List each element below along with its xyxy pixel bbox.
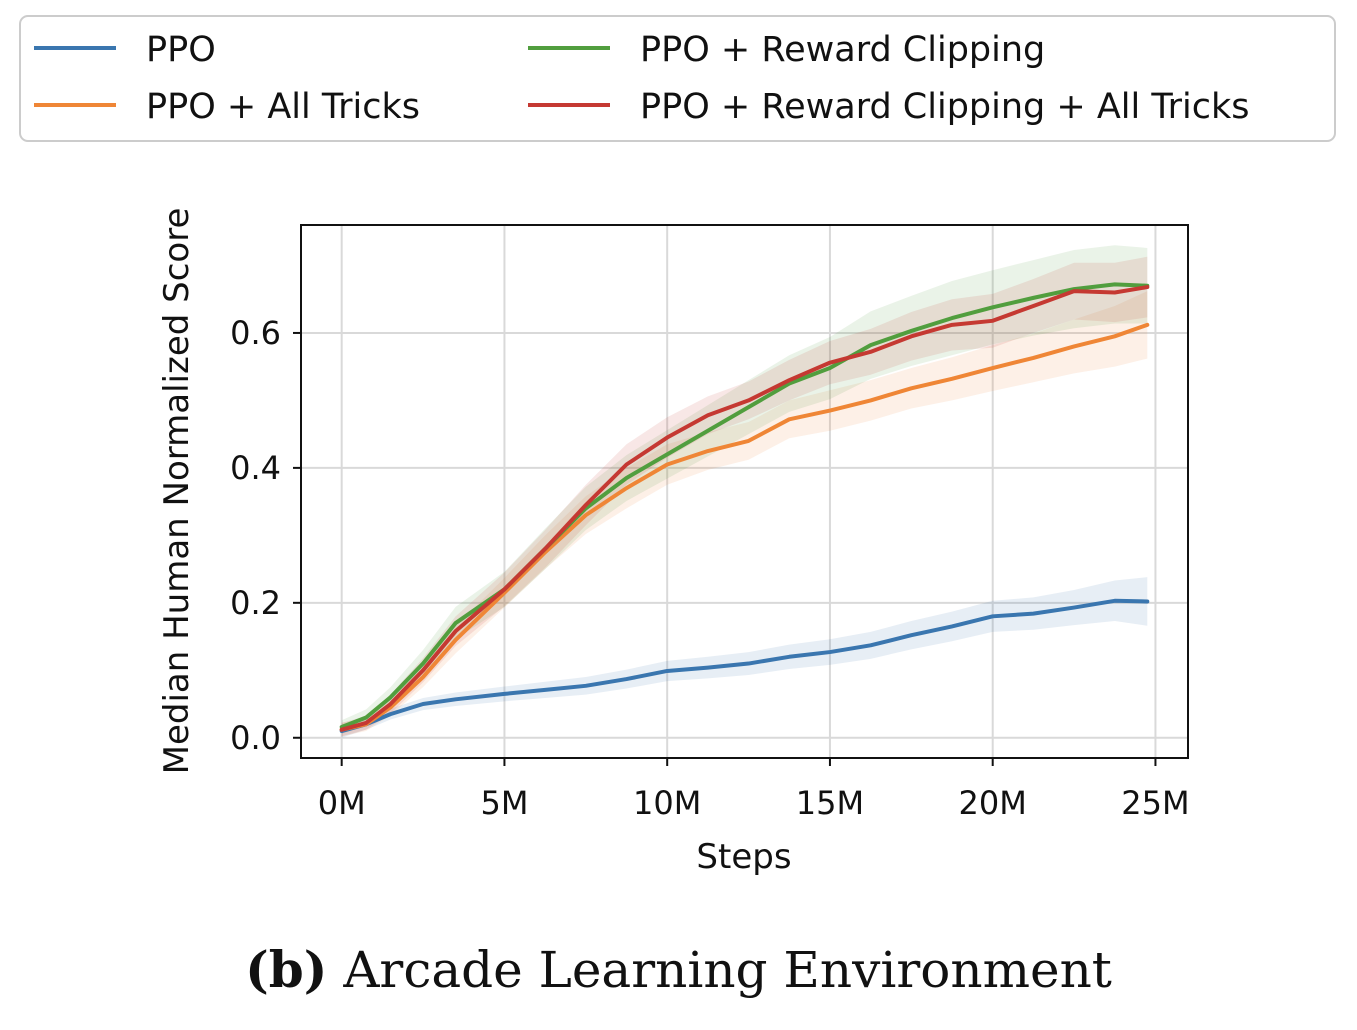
y-axis-label: Median Human Normalized Score (157, 208, 197, 775)
plot-frame (300, 224, 1189, 759)
legend-label: PPO + Reward Clipping + All Tricks (640, 87, 1249, 127)
axis-ticks: 0M 5M 10M 15M 20M 25M 0.0 0.2 0.4 0.6 (230, 314, 1190, 822)
line-series-1 (339, 322, 1150, 732)
line-series-3 (339, 285, 1150, 732)
legend: PPO PPO + All Tricks PPO + Reward Clipping… (19, 15, 1336, 142)
x-tick-label: 25M (1121, 784, 1189, 822)
x-tick-label: 10M (633, 784, 701, 822)
x-axis-label: Steps (696, 837, 791, 877)
y-tick-label: 0.0 (230, 719, 281, 757)
band-series-3 (341, 256, 1148, 737)
legend-label: PPO + All Tricks (146, 87, 420, 127)
legend-frame (19, 15, 1336, 142)
plot-area: 0M 5M 10M 15M 20M 25M 0.0 0.2 0.4 0.6 (230, 224, 1190, 822)
x-tick-label: 0M (318, 784, 366, 822)
x-tick-label: 5M (480, 784, 528, 822)
plot-background (301, 225, 1188, 758)
line-series-0 (339, 598, 1150, 734)
y-tick-label: 0.4 (230, 449, 281, 487)
legend-label: PPO (146, 30, 216, 70)
series-lines (339, 282, 1150, 734)
y-tick-label: 0.6 (230, 314, 281, 352)
caption-text: Arcade Learning Environment (343, 941, 1112, 999)
band-series-1 (341, 291, 1148, 737)
y-tick-label: 0.2 (230, 584, 281, 622)
line-series-2 (339, 282, 1150, 729)
caption-label: (b) (245, 940, 328, 999)
x-tick-label: 15M (796, 784, 864, 822)
band-series-0 (341, 577, 1148, 738)
x-tick-label: 20M (959, 784, 1027, 822)
legend-label: PPO + Reward Clipping (640, 30, 1045, 70)
chart: PPO PPO + All Tricks PPO + Reward Clipping… (19, 15, 1336, 877)
figure-caption: (b) Arcade Learning Environment (0, 940, 1357, 999)
